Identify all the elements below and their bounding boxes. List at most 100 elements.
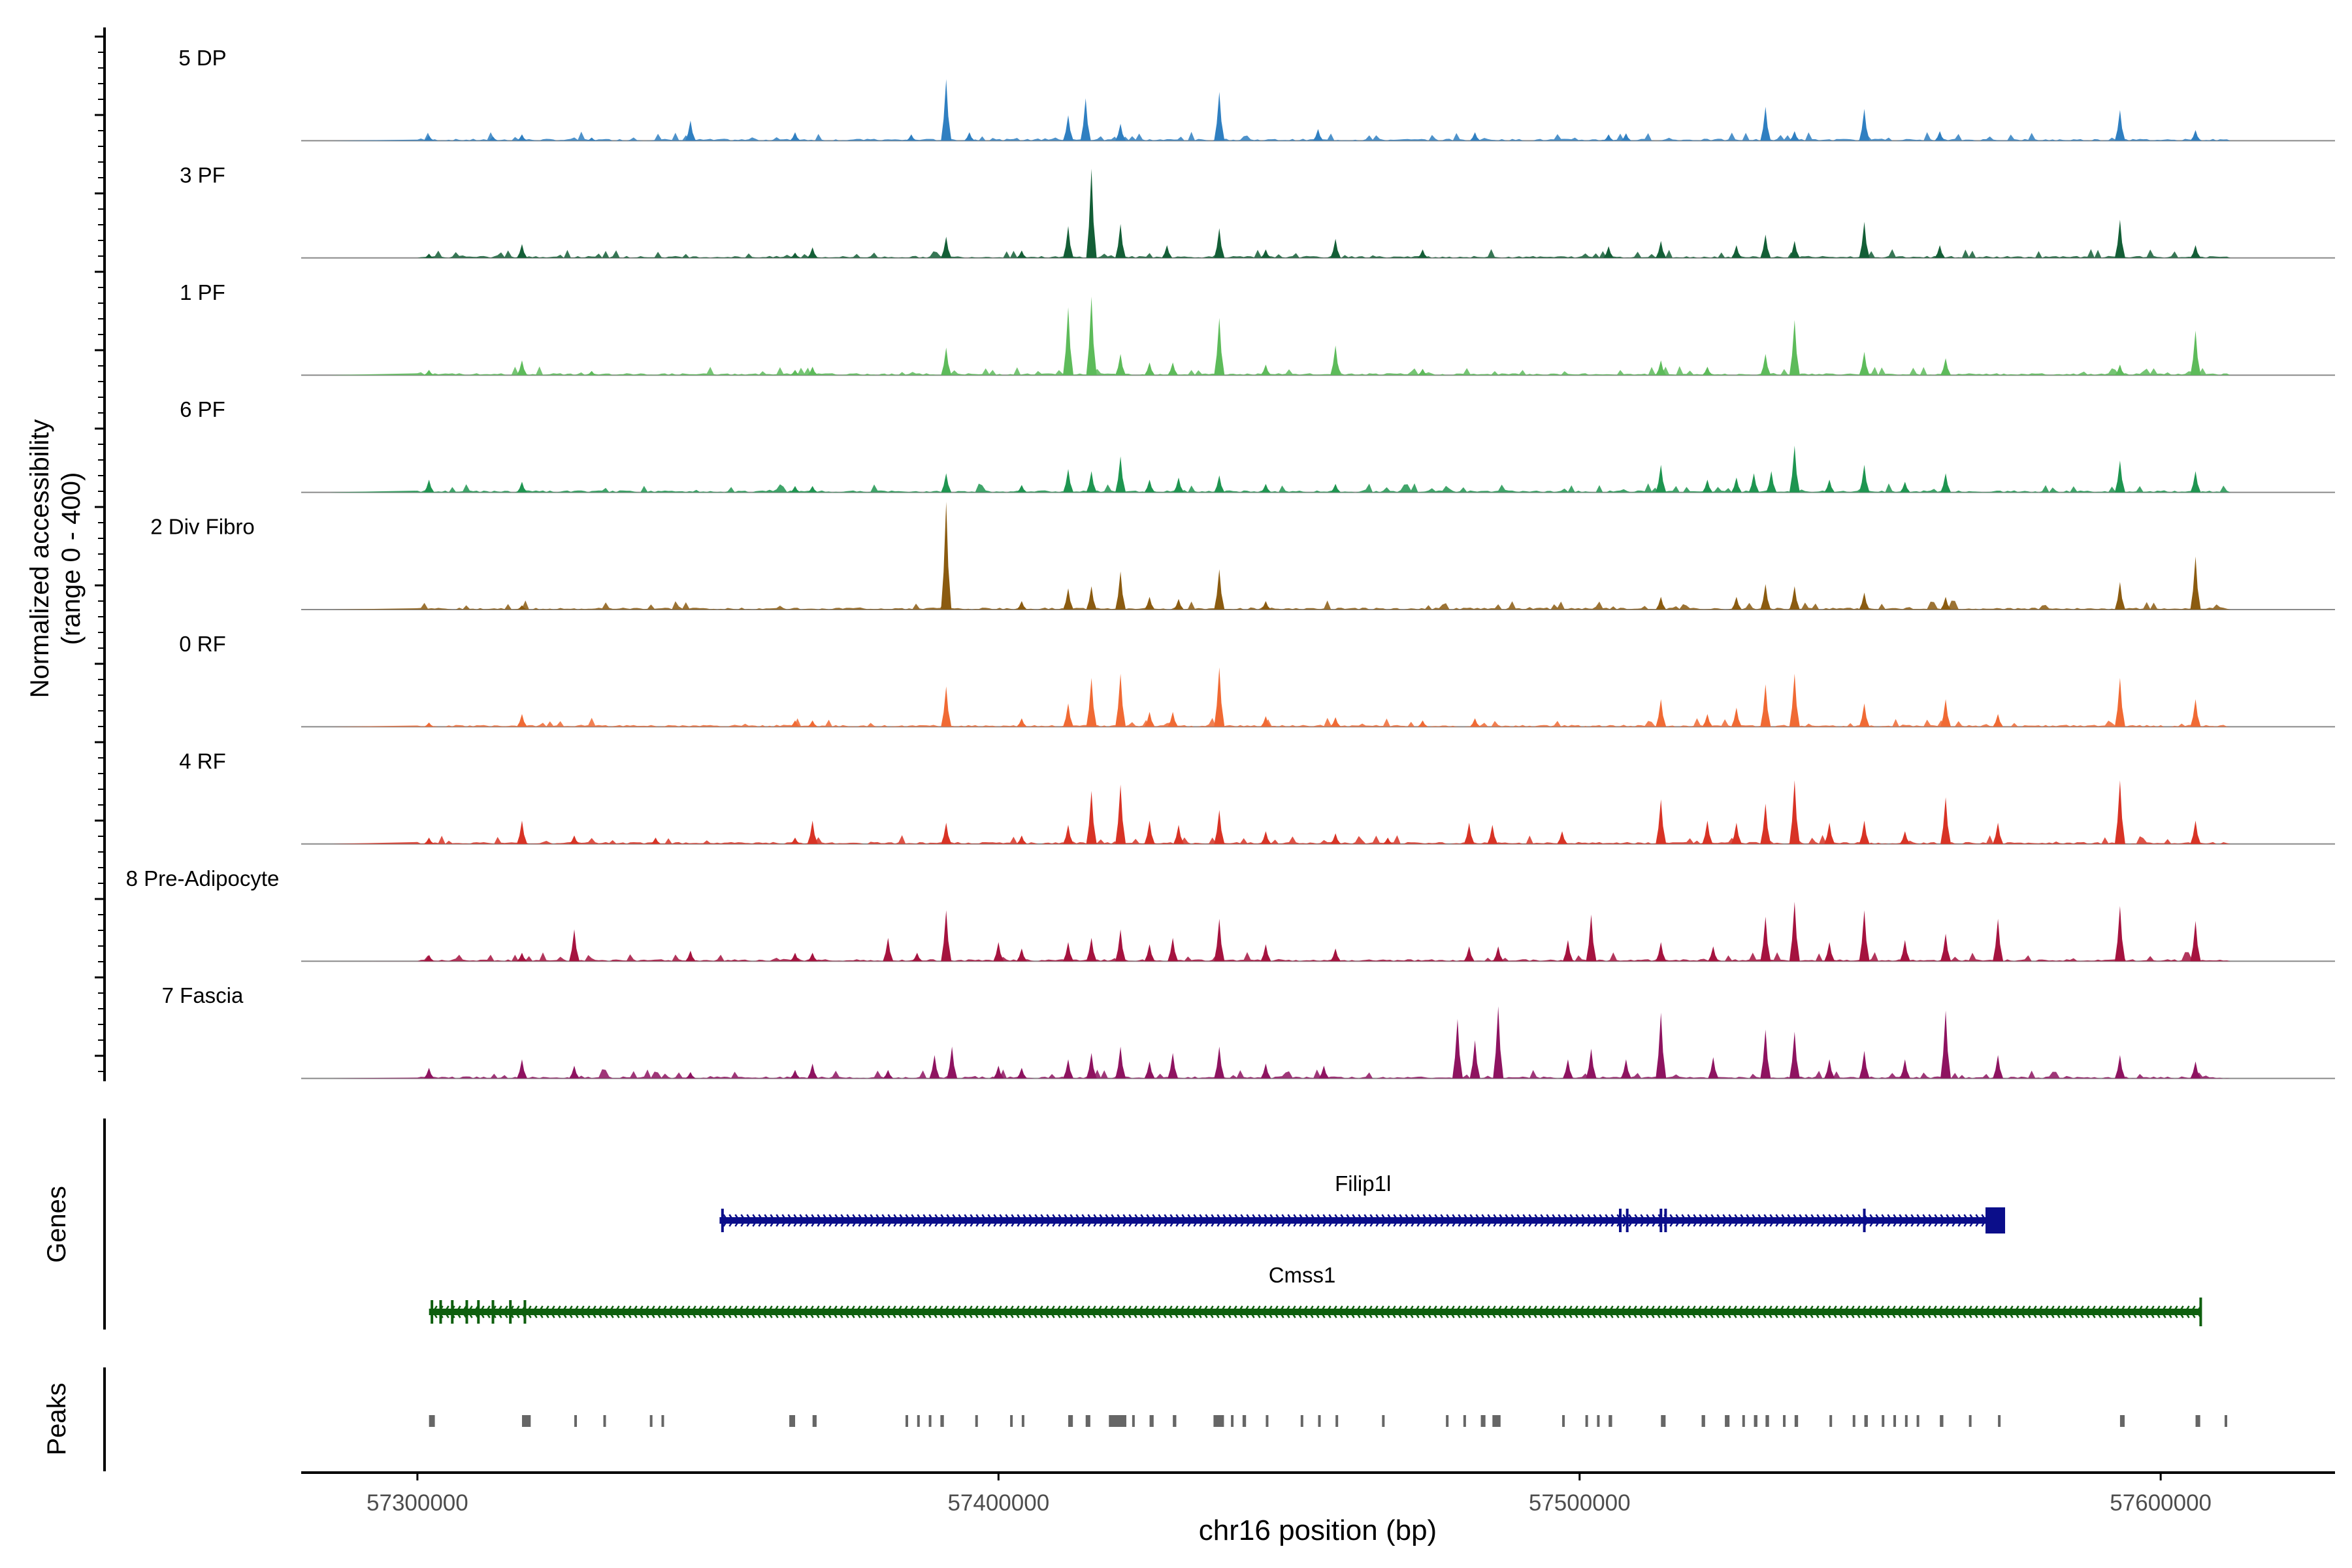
coverage-peak <box>1168 711 1179 727</box>
gene-strand-chevrons <box>723 1214 2004 1227</box>
coverage-peak <box>516 1059 527 1079</box>
coverage-peak <box>1086 678 1097 727</box>
coverage-peak <box>1789 902 1800 962</box>
coverage-peak <box>1824 480 1835 493</box>
peak-region <box>1940 1415 1944 1427</box>
coverage-peak <box>964 132 975 141</box>
coverage-peak <box>1702 713 1713 727</box>
gene-exon <box>1619 1209 1622 1232</box>
coverage-peak <box>1330 948 1341 962</box>
track-label: 7 Fascia <box>162 983 244 1007</box>
coverage-peak <box>1469 718 1480 727</box>
coverage-peak <box>1993 1054 2004 1079</box>
coverage-peak <box>941 910 952 962</box>
coverage-peak <box>1748 473 1759 493</box>
peak-region <box>1661 1415 1666 1427</box>
peak-region <box>1109 1415 1126 1427</box>
coverage-peak <box>1760 353 1771 376</box>
coverage-peak <box>1656 360 1667 376</box>
coverage-peak <box>790 370 801 376</box>
coverage-peak <box>1656 1012 1667 1079</box>
track-3: 6 PF <box>180 397 2335 493</box>
coverage-peak <box>1063 825 1074 844</box>
coverage-peak <box>1086 586 1097 610</box>
coverage-peak <box>1260 364 1271 376</box>
coverage-peak <box>685 950 696 962</box>
coverage-peak <box>1789 240 1800 258</box>
track-8: 7 Fascia <box>162 983 2335 1079</box>
coverage-peak <box>1993 919 2004 962</box>
peak-region <box>1463 1415 1466 1427</box>
coverage-peak <box>1859 703 1870 727</box>
coverage-peak <box>1708 946 1719 962</box>
peak-region <box>1916 1415 1919 1427</box>
peak-region <box>1132 1415 1135 1427</box>
coverage-peak <box>1086 938 1097 962</box>
coverage-peak <box>941 473 952 493</box>
coverage-peak <box>1824 941 1835 962</box>
coverage-peak <box>807 247 818 258</box>
gene-exon <box>491 1300 495 1324</box>
coverage-peak <box>1115 1046 1126 1079</box>
peak-region <box>1609 1415 1612 1427</box>
track-5: 0 RF <box>179 632 2335 728</box>
peak-region <box>1173 1415 1177 1427</box>
coverage-peak <box>941 502 952 610</box>
track-label: 8 Pre-Adipocyte <box>126 866 280 890</box>
peak-region <box>1335 1415 1339 1427</box>
coverage-peak <box>1656 596 1667 610</box>
coverage-peak <box>1086 169 1097 258</box>
coverage-peak <box>1899 939 1910 962</box>
coverage-peak <box>423 253 434 258</box>
track-label: 5 DP <box>178 46 226 70</box>
peak-region <box>975 1415 978 1427</box>
track-label: 2 Div Fibro <box>150 515 255 539</box>
coverage-peak <box>516 953 527 962</box>
coverage-peak <box>1562 1059 1573 1079</box>
gene-end-exon <box>1985 1207 2006 1233</box>
x-axis-tick-label: 57300000 <box>367 1490 468 1516</box>
coverage-peak <box>1940 933 1952 962</box>
coverage-peak <box>993 1066 1004 1079</box>
x-axis: chr16 position (bp) 57300000 57400000 5750… <box>301 1471 2335 1546</box>
coverage-peak <box>1115 784 1126 844</box>
peak-region <box>1765 1415 1769 1427</box>
coverage-peak <box>790 720 801 727</box>
coverage-peak <box>883 938 894 962</box>
gene-exon <box>1863 1209 1866 1232</box>
peak-region <box>661 1415 664 1427</box>
peak-region <box>1882 1415 1885 1427</box>
coverage-peak <box>1168 938 1179 962</box>
coverage-peak <box>1789 780 1800 844</box>
peak-region <box>1852 1415 1855 1427</box>
peak-region <box>1701 1415 1705 1427</box>
coverage-peak <box>1260 1063 1271 1079</box>
coverage-peak <box>941 686 952 727</box>
x-axis-tick-label: 57400000 <box>947 1490 1049 1516</box>
coverage-peak <box>569 929 580 962</box>
coverage-peak <box>1789 674 1800 727</box>
peak-region <box>789 1415 796 1427</box>
coverage-peak <box>1417 368 1428 376</box>
coverage-peak <box>1935 245 1946 258</box>
peak-region <box>1021 1415 1024 1427</box>
coverage-peak <box>941 823 952 844</box>
peak-region <box>1480 1415 1486 1427</box>
coverage-peak <box>1417 720 1428 727</box>
coverage-peak <box>1940 699 1952 727</box>
peak-region <box>1242 1415 1247 1427</box>
coverage-peak <box>1330 483 1341 493</box>
peak-region <box>1562 1415 1565 1427</box>
coverage-peak <box>1859 593 1870 610</box>
coverage-peak <box>1760 804 1771 844</box>
coverage-peak <box>1940 473 1952 493</box>
coverage-peak <box>1144 362 1155 376</box>
track-7: 8 Pre-Adipocyte <box>126 866 2335 962</box>
peak-region <box>1998 1415 2001 1427</box>
coverage-peak <box>1260 944 1271 962</box>
coverage-peak <box>1993 823 2004 844</box>
coverage-peak <box>1789 1032 1800 1079</box>
coverage-peak <box>1063 115 1074 141</box>
coverage-peak <box>2190 699 2201 727</box>
